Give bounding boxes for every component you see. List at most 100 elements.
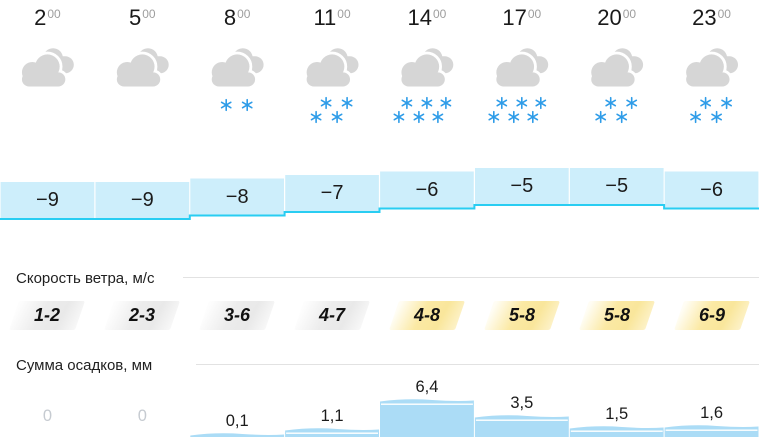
- time-hour: 23: [692, 5, 717, 30]
- time-label: 1100: [285, 5, 380, 31]
- wind-speed-value: 6-9: [698, 305, 725, 325]
- time-superscript: 00: [142, 7, 156, 21]
- wind-speed-value: 5-8: [508, 305, 535, 325]
- snowflake-icon: [535, 96, 547, 110]
- snowflake-icon: [393, 110, 405, 124]
- wind-speed-value: 1-2: [34, 305, 61, 325]
- wind-speed-value: 2-3: [129, 305, 156, 325]
- time-superscript: 00: [433, 7, 447, 21]
- cloud-icon: [307, 48, 359, 86]
- wind-speed-badge: 5-8: [483, 301, 560, 330]
- time-hour: 20: [597, 5, 622, 30]
- time-label: 800: [190, 5, 285, 31]
- wind-speed-badge: 4-8: [388, 301, 465, 330]
- time-superscript: 00: [237, 7, 251, 21]
- wind-speed-badge: 4-7: [294, 301, 370, 330]
- precipitation-bar: [380, 399, 474, 437]
- time-hour: 5: [129, 5, 142, 30]
- temperature-value: −6: [700, 178, 723, 201]
- time-superscript: 00: [47, 7, 61, 21]
- temperature-band: [190, 178, 284, 216]
- time-hour: 2: [34, 5, 47, 30]
- cloud-icon: [496, 48, 548, 86]
- snowflake-icon: [721, 96, 733, 110]
- temperature-band: [285, 175, 379, 212]
- precipitation-wave-gap: [381, 403, 473, 405]
- wind-speed-value: 3-6: [224, 305, 251, 325]
- snowflake-icon: [496, 96, 508, 110]
- time-hour: 8: [223, 5, 237, 30]
- snowflake-icon: [616, 110, 628, 124]
- temperature-step-line: [0, 204, 759, 220]
- wind-section-divider: [183, 277, 759, 278]
- wind-speed-value: 5-8: [603, 305, 630, 325]
- precipitation-value: 1,6: [700, 404, 724, 422]
- temperature-value: −5: [605, 175, 629, 197]
- precipitation-value: 3,5: [510, 394, 534, 412]
- precipitation-wave-gap: [570, 430, 663, 432]
- time-label: 1700: [474, 5, 569, 31]
- snowflake-icon: [626, 96, 638, 110]
- temperature-band: [0, 182, 95, 219]
- temperature-band: [664, 171, 759, 209]
- cloud-icon: [117, 48, 169, 86]
- temperature-band: [475, 168, 569, 205]
- cloud-icon: [591, 48, 643, 86]
- precip-section-divider: [196, 364, 759, 365]
- time-hour: 11: [313, 5, 337, 30]
- snowflake-icon: [421, 96, 433, 110]
- snowflake-icon: [527, 110, 539, 124]
- time-label: 500: [95, 5, 190, 31]
- precipitation-value: 0: [42, 407, 53, 425]
- wind-speed-value: 4-7: [318, 305, 345, 325]
- temperature-value: −7: [320, 182, 344, 204]
- time-hour: 14: [407, 5, 432, 30]
- wind-speed-badge: 5-8: [578, 301, 655, 330]
- snowflake-icon: [310, 110, 322, 124]
- cloud-icon: [212, 48, 264, 86]
- time-label: 2300: [664, 5, 759, 31]
- precipitation-wave-gap: [475, 419, 568, 421]
- time-label: 1400: [380, 5, 475, 31]
- temperature-value: −9: [130, 189, 154, 211]
- precipitation-value: 0,1: [225, 412, 249, 430]
- snowflake-icon: [440, 96, 452, 110]
- snowflake-icon: [241, 98, 253, 112]
- snowflake-icon: [341, 96, 353, 110]
- temperature-band: [569, 168, 664, 205]
- temperature-value: −9: [36, 189, 59, 211]
- snowflake-icon: [320, 96, 332, 110]
- snowflake-icon: [432, 110, 444, 124]
- precipitation-bar: [190, 433, 285, 437]
- snowflake-icon: [690, 110, 702, 124]
- snowflake-icon: [516, 96, 528, 110]
- snowflake-icon: [331, 110, 343, 124]
- time-label: 200: [0, 5, 95, 31]
- temperature-band: [380, 171, 474, 209]
- time-label: 2000: [569, 5, 664, 31]
- precipitation-value: 6,4: [415, 378, 439, 396]
- time-superscript: 00: [622, 7, 637, 21]
- temperature-value: −5: [510, 175, 534, 197]
- temperature-band: [95, 182, 190, 219]
- snowflake-icon: [413, 110, 425, 124]
- wind-speed-badge: 2-3: [104, 301, 181, 330]
- time-hour: 17: [502, 5, 527, 30]
- snowflake-icon: [700, 96, 712, 110]
- precipitation-bar: [664, 425, 759, 437]
- precip-section-title: Сумма осадков, мм: [16, 357, 153, 374]
- wind-speed-badge: 3-6: [199, 301, 276, 330]
- snowflake-icon: [401, 96, 413, 110]
- time-superscript: 00: [717, 7, 731, 21]
- temperature-value: −6: [415, 178, 439, 201]
- time-superscript: 00: [337, 7, 351, 21]
- wind-speed-value: 4-8: [413, 305, 440, 325]
- snowflake-icon: [711, 110, 723, 124]
- cloud-icon: [401, 48, 453, 86]
- precipitation-value: 0: [137, 407, 147, 425]
- cloud-icon: [686, 48, 738, 86]
- wind-speed-badge: 1-2: [9, 301, 86, 330]
- time-superscript: 00: [527, 7, 542, 21]
- snowflake-icon: [595, 110, 607, 124]
